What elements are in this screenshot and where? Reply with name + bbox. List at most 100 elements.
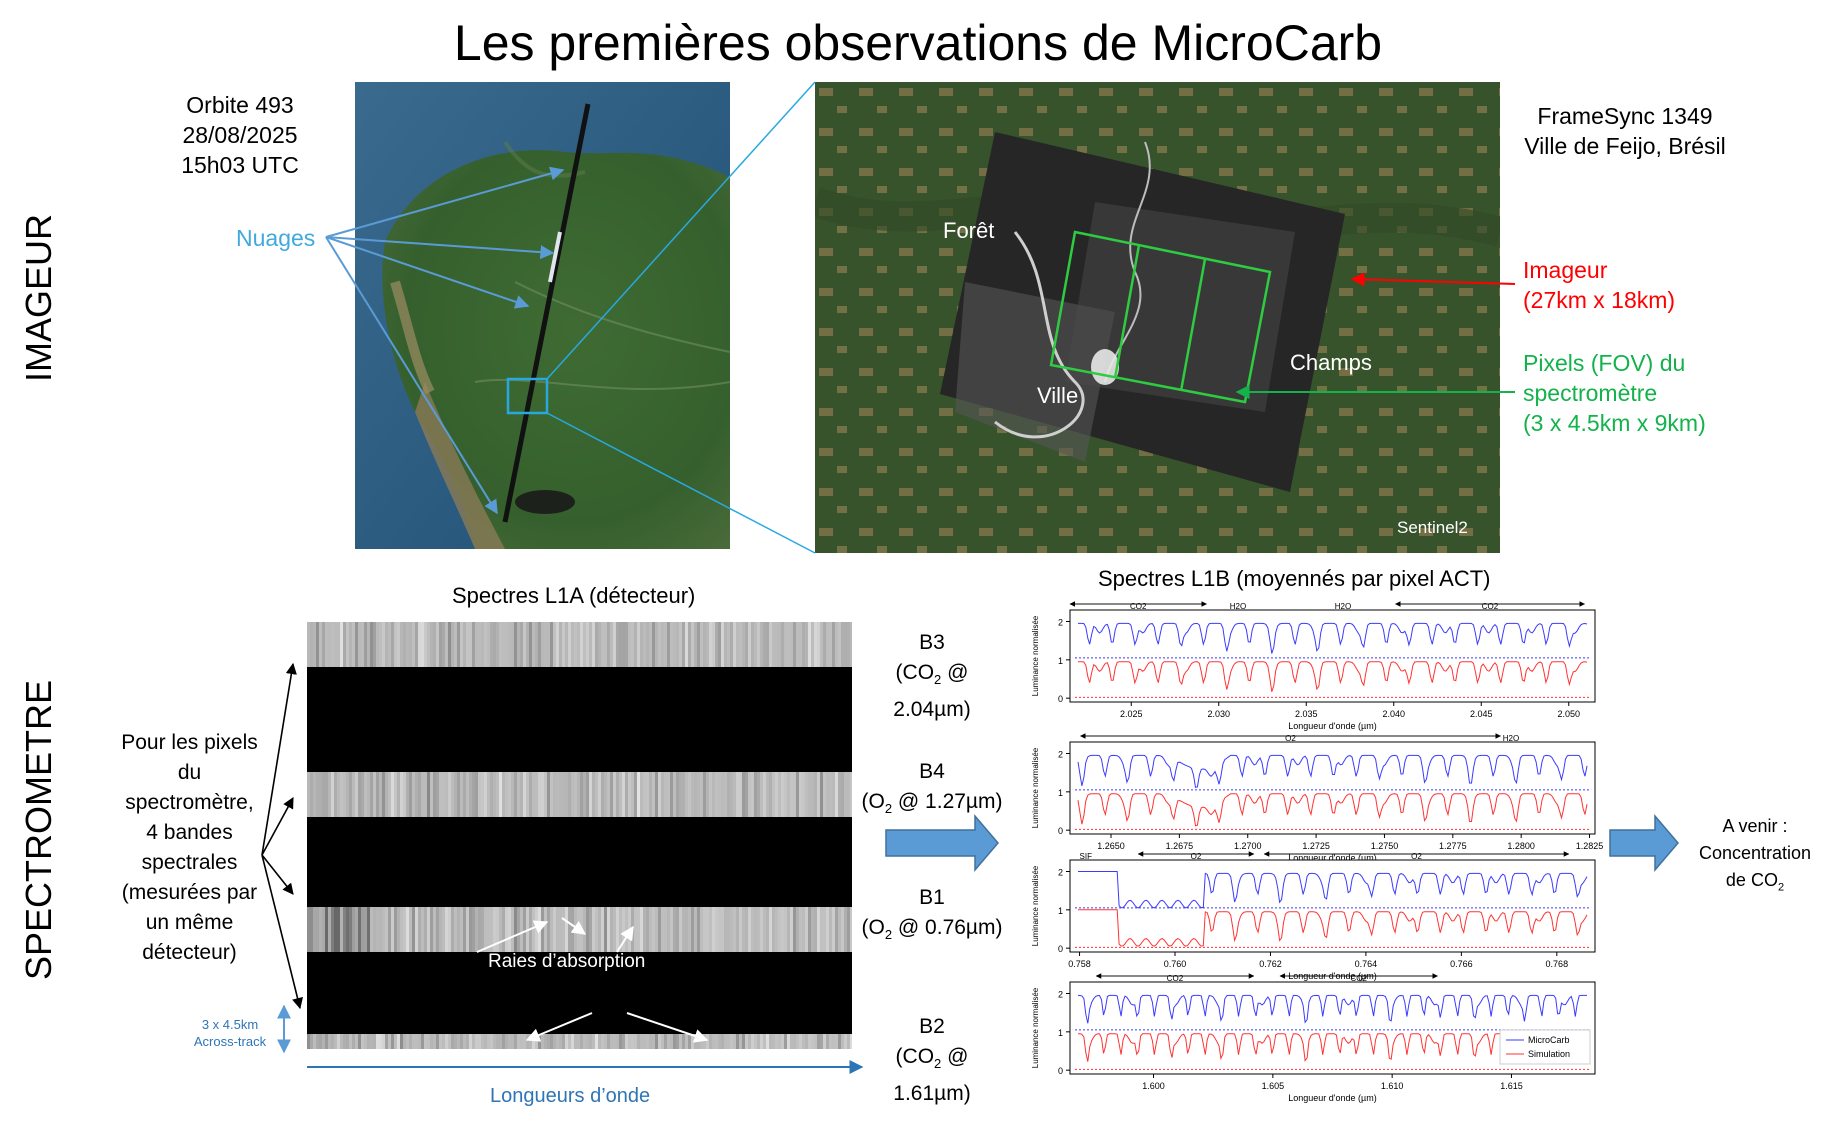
x-tick-label: 1.2700 <box>1234 841 1262 851</box>
x-tick-label: 2.030 <box>1207 709 1230 719</box>
y-tick-label: 2 <box>1058 618 1063 628</box>
spectrum-line-microcarb <box>1078 871 1588 909</box>
absorption-arrow <box>561 917 587 935</box>
legend-microcarb: MicroCarb <box>1528 1035 1570 1045</box>
fov-note-line2: spectromètre <box>1523 380 1658 406</box>
absorption-arrow <box>616 925 634 953</box>
imager-note-size: (27km x 18km) <box>1523 287 1676 313</box>
absorption-arrow <box>525 1012 593 1042</box>
annotation-label: SIF <box>1080 852 1093 861</box>
x-tick-label: 1.605 <box>1262 1081 1285 1091</box>
orbit-date: 28/08/2025 <box>182 122 298 148</box>
south-america-map <box>355 82 730 549</box>
x-axis-label: Longueur d'onde (µm) <box>1288 1093 1376 1103</box>
y-axis-label: Luminance normalisée <box>1031 987 1040 1068</box>
feijo-zoom-image <box>815 82 1500 553</box>
x-axis-label: Longueur d'onde (µm) <box>1288 721 1376 731</box>
l1b-spectra-charts: 0 1 2 2.025 2.030 2.035 2.040 2.045 2.050 Longueu… <box>1031 601 1604 1103</box>
spectrum-line-microcarb <box>1078 622 1588 654</box>
annotation-label: H2O <box>1503 734 1519 743</box>
y-tick-label: 1 <box>1058 1028 1063 1038</box>
spectrum-line-simulation <box>1077 793 1588 827</box>
y-tick-label: 1 <box>1058 906 1063 916</box>
across-track-label: Across-track <box>193 1034 267 1049</box>
x-tick-label: 0.758 <box>1068 959 1091 969</box>
x-tick-label: 1.2775 <box>1439 841 1467 851</box>
y-tick-label: 2 <box>1058 868 1063 878</box>
absorption-arrow <box>626 1012 709 1043</box>
l1a-left-note: Pour les pixels du spectromètre, 4 bande… <box>92 728 287 968</box>
y-tick-label: 0 <box>1058 944 1063 954</box>
band-name: B3 <box>919 631 945 654</box>
x-tick-label: 0.766 <box>1450 959 1473 969</box>
fields-label: Champs <box>1290 350 1372 375</box>
clouds-label: Nuages <box>236 225 316 251</box>
future-title: A venir : <box>1722 816 1788 836</box>
x-tick-label: 2.050 <box>1557 709 1580 719</box>
orbit-time: 15h03 UTC <box>181 152 299 178</box>
x-tick-label: 0.764 <box>1355 959 1378 969</box>
y-tick-label: 0 <box>1058 694 1063 704</box>
note-line: détecteur) <box>142 941 237 964</box>
x-tick-label: 2.025 <box>1120 709 1143 719</box>
annotation-label: CO2 <box>1130 602 1147 611</box>
band-gas: (CO2 @ 1.61µm) <box>893 1045 971 1106</box>
band-name: B1 <box>919 886 945 909</box>
l1b-chart-b4: 0 1 2 1.2650 1.2675 1.2700 1.2725 1.2750 1.2775 1… <box>1031 733 1604 863</box>
note-line: Pour les pixels <box>121 731 258 754</box>
note-line: un même <box>145 911 234 934</box>
fov-note: Pixels (FOV) du spectromètre (3 x 4.5km … <box>1523 348 1706 438</box>
annotation-label: O2 <box>1285 734 1296 743</box>
y-tick-label: 1 <box>1058 788 1063 798</box>
y-axis-label: Luminance normalisée <box>1031 865 1040 946</box>
spectrum-line-simulation <box>1077 661 1588 692</box>
l1b-chart-b1: 0 1 2 0.758 0.760 0.762 0.764 0.766 0.768 Longueu… <box>1031 851 1596 981</box>
across-track-size: 3 x 4.5km <box>201 1017 259 1032</box>
fov-note-line3: (3 x 4.5km x 9km) <box>1523 410 1706 436</box>
annotation-label: O2 <box>1191 852 1202 861</box>
x-tick-label: 1.2825 <box>1576 841 1604 851</box>
x-tick-label: 0.760 <box>1164 959 1187 969</box>
x-tick-label: 2.040 <box>1382 709 1405 719</box>
legend: MicroCarb Simulation <box>1499 1029 1591 1065</box>
note-line: du <box>177 761 202 784</box>
x-tick-label: 1.2675 <box>1166 841 1194 851</box>
note-line: (mesurées par <box>121 881 258 904</box>
x-tick-label: 1.610 <box>1381 1081 1404 1091</box>
annotation-label: H2O <box>1230 602 1246 611</box>
future-note: A venir : Concentration de CO2 <box>1680 813 1830 902</box>
absorption-lines-label: Raies d’absorption <box>488 951 646 972</box>
band-name: B2 <box>919 1015 945 1038</box>
annotation-label: H2O <box>1335 602 1351 611</box>
note-line: 4 bandes <box>146 821 233 844</box>
x-tick-label: 1.2725 <box>1302 841 1330 851</box>
sentinel2-credit: Sentinel2 <box>1397 518 1468 537</box>
l1b-chart-b3: 0 1 2 2.025 2.030 2.035 2.040 2.045 2.050 Longueu… <box>1031 601 1596 731</box>
annotation-label: CO2 <box>1351 974 1368 983</box>
band-gas: (CO2 @ 2.04µm) <box>893 661 971 722</box>
spectrum-line-microcarb <box>1077 754 1588 788</box>
x-tick-label: 1.615 <box>1500 1081 1523 1091</box>
annotation-label: CO2 <box>1482 602 1499 611</box>
band-name: B4 <box>919 760 945 783</box>
framesync-number: FrameSync 1349 <box>1537 103 1713 129</box>
forest-label: Forêt <box>943 218 995 243</box>
x-tick-label: 0.768 <box>1546 959 1569 969</box>
absorption-arrow <box>476 920 549 953</box>
detector-strip <box>307 772 853 817</box>
y-axis-label: Luminance normalisée <box>1031 747 1040 828</box>
y-tick-label: 0 <box>1058 1066 1063 1076</box>
x-tick-label: 2.035 <box>1295 709 1318 719</box>
y-tick-label: 2 <box>1058 750 1063 760</box>
y-axis-label: Luminance normalisée <box>1031 615 1040 696</box>
framesync-info: FrameSync 1349 Ville de Feijo, Brésil <box>1490 101 1760 161</box>
spectrum-line-simulation <box>1078 909 1588 947</box>
detector-strip <box>307 622 853 667</box>
wavelengths-label: Longueurs d’onde <box>490 1085 651 1107</box>
framesync-location: Ville de Feijo, Brésil <box>1524 133 1726 159</box>
band-gas: (O2 @ 1.27µm) <box>861 790 1003 817</box>
note-line: spectromètre, <box>125 791 254 814</box>
x-tick-label: 1.2800 <box>1507 841 1535 851</box>
l1a-detector-image <box>307 622 853 1079</box>
